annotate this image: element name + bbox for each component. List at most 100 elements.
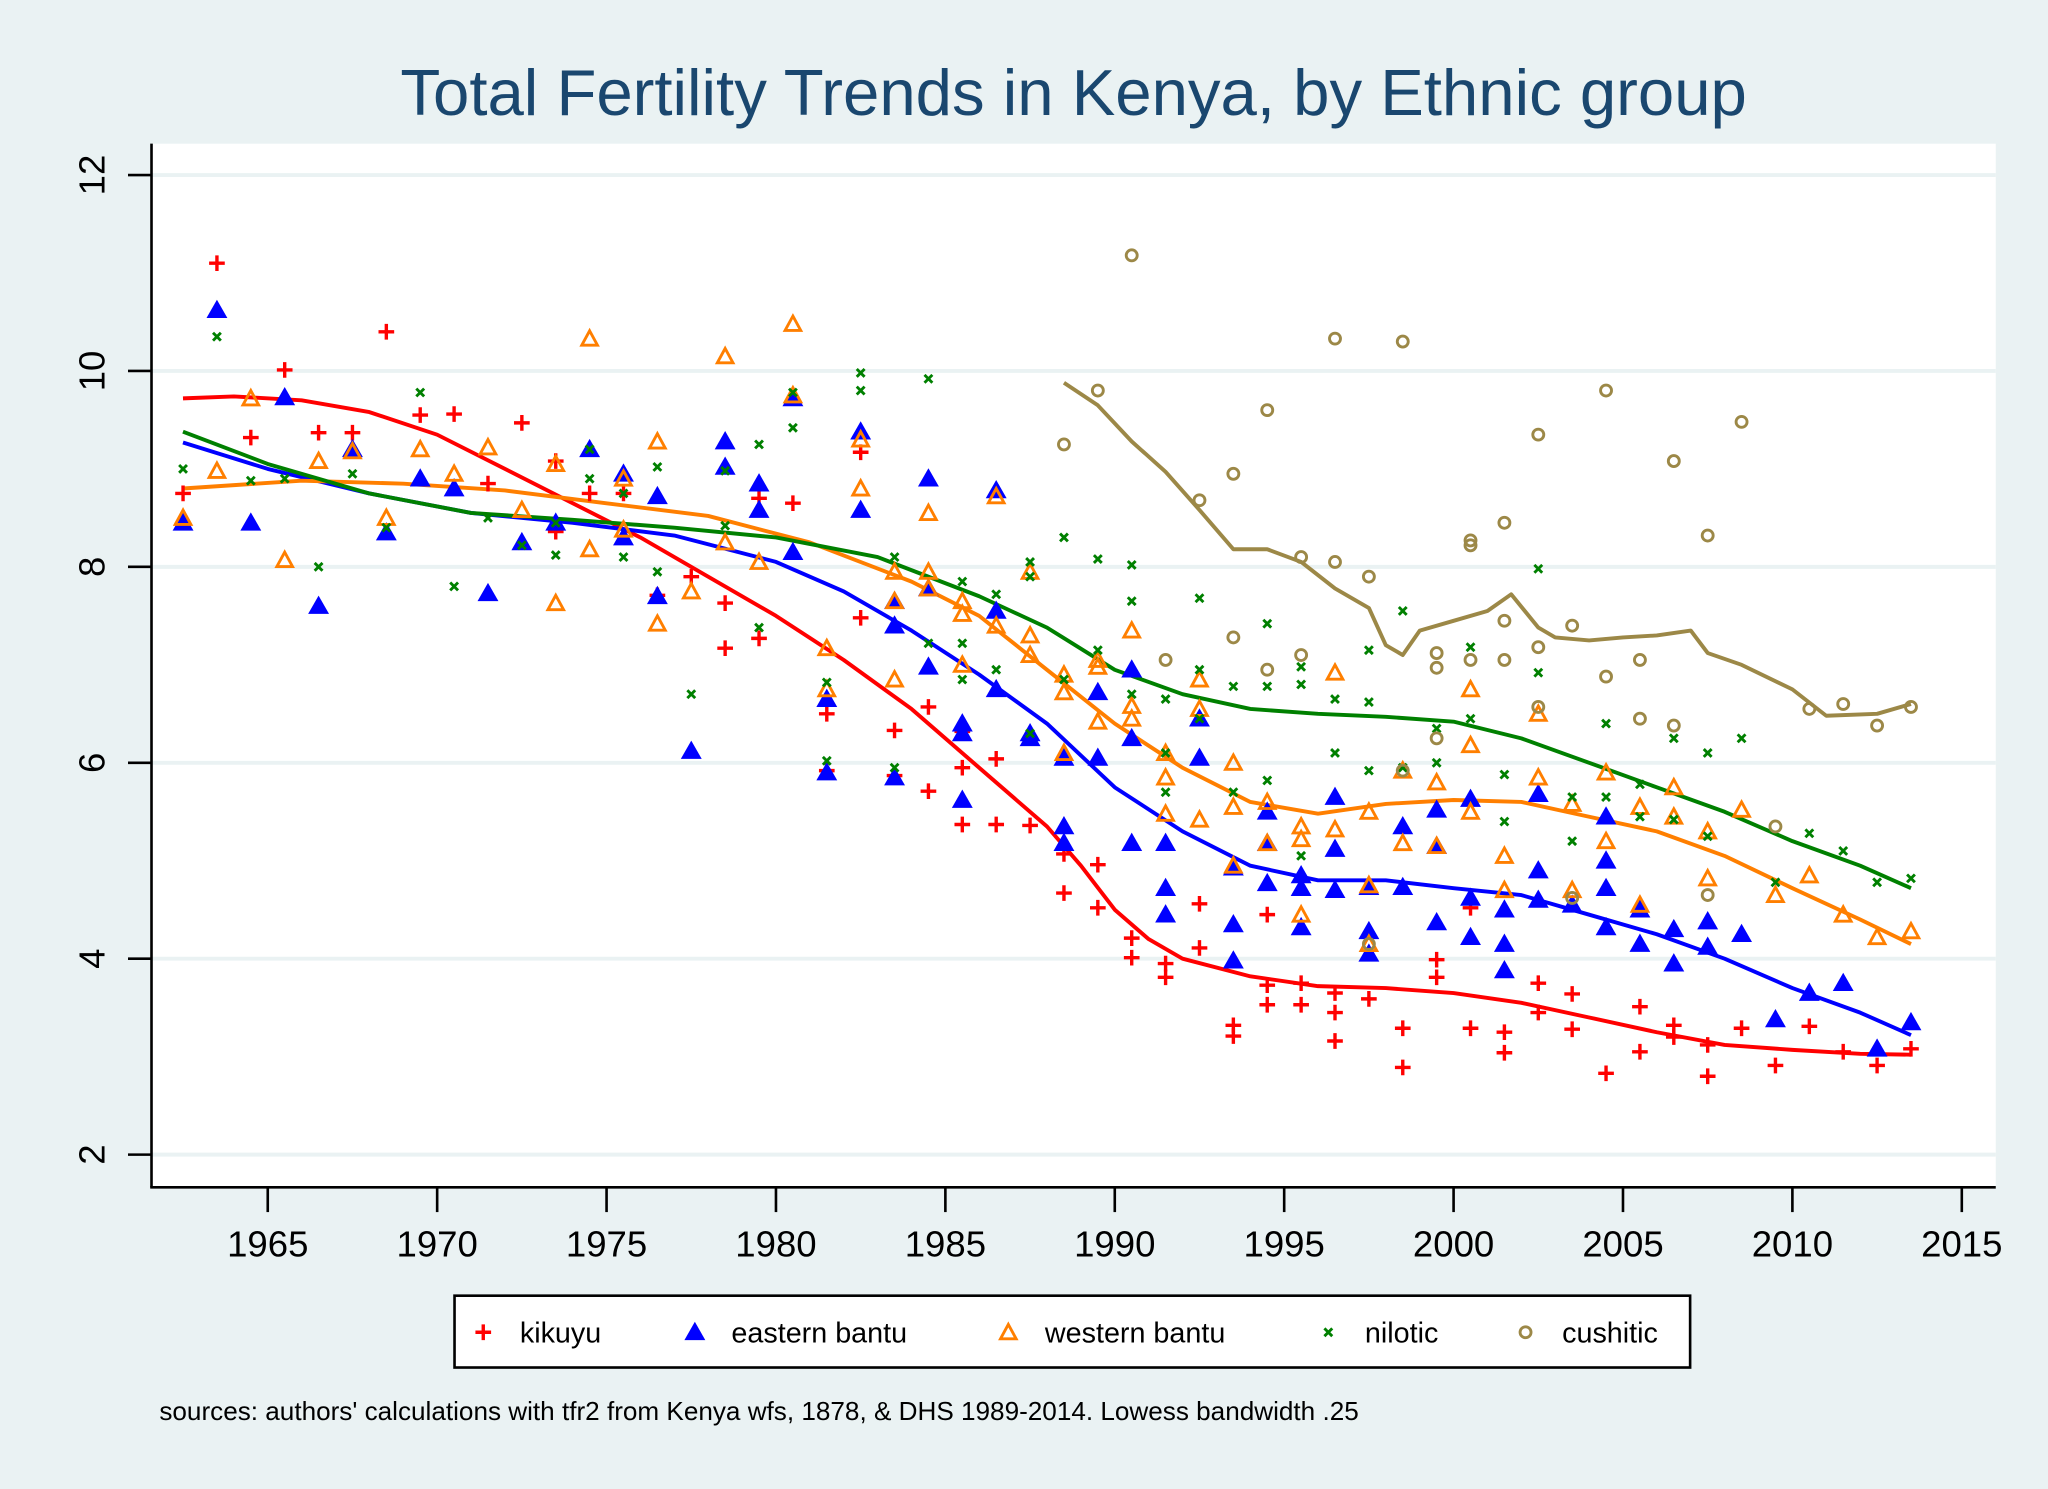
kikuyu-point [1598, 1065, 1614, 1082]
open-triangle-marker-shape [1290, 903, 1312, 923]
x-marker-shape [957, 674, 968, 685]
open-triangle-marker-shape [1561, 879, 1583, 899]
eastern-bantu-point [646, 485, 668, 505]
x-tick-label: 1990 [1074, 1223, 1155, 1264]
eastern-bantu-point [1765, 1008, 1786, 1028]
triangle-marker-shape [646, 585, 668, 605]
kikuyu-point [988, 751, 1005, 767]
eastern-bantu-point [1493, 899, 1515, 918]
kikuyu-point [1157, 955, 1174, 972]
nilotic-point [720, 520, 731, 531]
open-triangle-marker-shape [1460, 800, 1481, 820]
kikuyu-point [581, 485, 598, 502]
plus-marker-shape [1564, 1021, 1581, 1038]
eastern-bantu-point [1121, 727, 1143, 747]
triangle-marker-shape [409, 468, 431, 487]
circle-marker-shape [1870, 718, 1885, 733]
nilotic-point [1601, 792, 1611, 803]
plus-marker-shape [1225, 1028, 1242, 1044]
x-marker-shape [516, 540, 527, 551]
x-marker-shape [1126, 559, 1137, 570]
eastern-bantu-point [1087, 681, 1109, 701]
circle-marker-shape [1734, 414, 1749, 429]
lowess-lines [182, 381, 1912, 1057]
x-marker-shape [1533, 667, 1544, 678]
eastern-bantu-point [816, 762, 838, 781]
kikuyu-point [1259, 996, 1276, 1013]
eastern-bantu-point [1324, 879, 1346, 898]
kikuyu-point [1225, 1028, 1242, 1044]
legend-item-western-bantu: western bantu [998, 1318, 1225, 1350]
nilotic-point [1634, 811, 1645, 822]
x-marker-shape [754, 622, 764, 633]
nilotic-legend-marker [1323, 1327, 1334, 1338]
plus-marker-shape [1496, 1044, 1513, 1061]
circle-marker-shape [1328, 331, 1342, 346]
kikuyu-point [1530, 975, 1547, 992]
nilotic-point [1363, 645, 1374, 656]
triangle-marker-shape [240, 512, 262, 531]
cushitic-point [1599, 669, 1613, 684]
open-triangle-marker-shape [1494, 845, 1515, 864]
plus-marker-shape [1801, 1018, 1818, 1035]
open-triangle-marker-shape [1256, 832, 1278, 852]
x-marker-shape [1025, 571, 1036, 582]
western-bantu-point [681, 580, 702, 600]
x-marker-shape [1092, 645, 1103, 656]
western-bantu-point [647, 430, 668, 450]
western-bantu-point [545, 453, 566, 472]
x-marker-shape [855, 385, 866, 396]
cushitic-point [1090, 383, 1105, 398]
cushitic-point [1700, 888, 1715, 902]
nilotic-point [1906, 873, 1916, 884]
nilotic-lowess-line [182, 429, 1912, 890]
plus-marker-shape [988, 751, 1005, 767]
eastern-bantu-point [1527, 783, 1549, 802]
circle-marker-shape [1463, 533, 1478, 548]
y-tick-label: 8 [71, 557, 112, 577]
triangle-marker-shape [1392, 816, 1414, 835]
eastern-bantu-point [917, 468, 939, 487]
nilotic-point [1092, 554, 1103, 564]
nilotic-point [889, 552, 900, 563]
eastern-bantu-point [1392, 876, 1414, 896]
kikuyu-legend-marker [475, 1324, 492, 1341]
eastern-bantu-point [748, 473, 770, 492]
nilotic-point [923, 638, 934, 649]
x-marker-shape [550, 550, 561, 561]
cushitic-legend-marker [1518, 1325, 1533, 1340]
nilotic-point [1025, 557, 1036, 567]
x-marker-shape [1296, 661, 1307, 672]
x-marker-shape [652, 566, 663, 577]
nilotic-point [957, 638, 968, 649]
open-triangle-marker-shape [681, 580, 702, 600]
nilotic-point [957, 674, 968, 685]
western-bantu-point [206, 460, 228, 479]
open-triangle-marker-shape [1697, 867, 1718, 887]
nilotic-point [889, 762, 900, 773]
cushitic-point [1057, 437, 1071, 452]
x-tick-label: 1995 [1244, 1223, 1325, 1264]
cushitic-point [1124, 248, 1139, 263]
open-triangle-marker-shape [1155, 742, 1176, 761]
open-triangle-marker-shape [850, 477, 871, 497]
triangle-marker-shape [1053, 816, 1075, 835]
circle-marker-shape [1633, 653, 1647, 667]
cushitic-point [1836, 697, 1851, 711]
kikuyu-point [920, 783, 937, 800]
western-bantu-point [1426, 835, 1447, 855]
triangle-marker-shape [1460, 926, 1481, 945]
triangle-marker-shape [1798, 982, 1820, 1001]
cushitic-point [1599, 383, 1613, 398]
western-bantu-point [1731, 798, 1752, 818]
x-marker-shape [1330, 694, 1340, 705]
plus-marker-shape [886, 722, 903, 739]
western-bantu-point [1189, 698, 1210, 717]
cushitic-point [1463, 653, 1478, 667]
kikuyu-point [1123, 949, 1140, 966]
circle-marker-shape [1531, 700, 1546, 714]
triangle-marker-shape [1256, 872, 1278, 892]
triangle-marker-shape [1460, 788, 1481, 807]
cushitic-point [1497, 515, 1512, 530]
